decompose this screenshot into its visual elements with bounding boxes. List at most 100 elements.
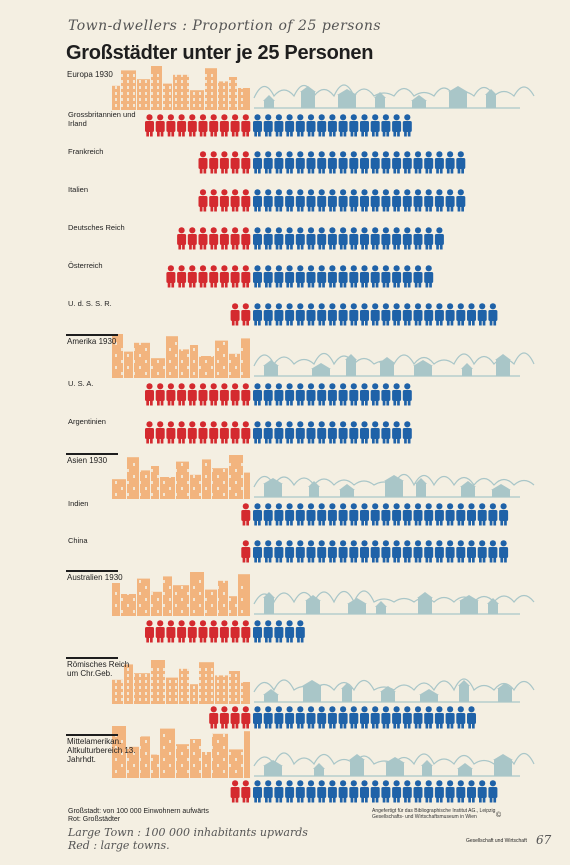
rural-person-icon [424, 227, 434, 250]
rural-person-icon [434, 151, 444, 174]
rural-person-icon [381, 227, 391, 250]
rural-person-icon [424, 780, 434, 803]
urban-person-icon [241, 540, 251, 563]
section-title: Römisches Reich um Chr.Geb. [67, 660, 130, 678]
pictograph-row [177, 227, 444, 250]
rural-person-icon [295, 421, 305, 444]
rural-person-icon [317, 540, 327, 563]
urban-person-icon [198, 421, 208, 444]
rural-person-icon [413, 265, 423, 288]
rural-person-icon [295, 189, 305, 212]
rural-person-icon [317, 227, 327, 250]
rural-person-icon [360, 383, 369, 406]
rural-person-icon [263, 303, 273, 326]
city-illustration [112, 572, 250, 616]
rural-person-icon [402, 540, 412, 563]
urban-person-icon [209, 189, 219, 212]
rural-person-icon [424, 706, 434, 729]
rural-person-icon [445, 189, 455, 212]
rural-person-icon [349, 706, 359, 729]
rural-person-icon [370, 303, 380, 326]
rural-person-icon [392, 503, 402, 526]
urban-person-icon [198, 227, 208, 250]
rural-person-icon [306, 227, 316, 250]
rural-person-icon [370, 151, 380, 174]
rural-person-icon [467, 503, 476, 526]
rural-person-icon [317, 114, 327, 137]
urban-person-icon [230, 620, 240, 643]
rural-person-icon [477, 780, 487, 803]
rural-person-icon [370, 265, 380, 288]
row-label: Indien [68, 499, 89, 508]
rural-person-icon [306, 780, 316, 803]
rural-person-icon [349, 227, 359, 250]
rural-person-icon [392, 540, 402, 563]
urban-person-icon [241, 383, 251, 406]
urban-person-icon [155, 620, 165, 643]
rural-person-icon [285, 421, 295, 444]
rural-person-icon [338, 114, 348, 137]
urban-person-icon [177, 421, 187, 444]
rural-person-icon [456, 303, 466, 326]
rural-person-icon [306, 421, 316, 444]
rural-person-icon [253, 151, 262, 174]
rural-person-icon [434, 706, 444, 729]
countryside-illustration [253, 84, 535, 109]
urban-person-icon [187, 421, 197, 444]
rural-person-icon [381, 303, 391, 326]
footer-note-definition: Großstadt: von 100 000 Einwohnern aufwär… [68, 808, 209, 815]
rural-person-icon [402, 227, 412, 250]
rural-person-icon [285, 303, 295, 326]
rural-person-icon [392, 189, 402, 212]
rural-person-icon [263, 265, 273, 288]
rural-person-icon [456, 189, 466, 212]
rural-person-icon [413, 780, 423, 803]
urban-person-icon [241, 421, 251, 444]
rural-person-icon [445, 540, 455, 563]
rural-person-icon [360, 421, 369, 444]
rural-person-icon [263, 227, 273, 250]
rural-person-icon [381, 706, 391, 729]
urban-person-icon [209, 620, 219, 643]
pictograph-row [166, 265, 434, 288]
rural-person-icon [424, 303, 434, 326]
rural-person-icon [338, 151, 348, 174]
rural-person-icon [274, 620, 284, 643]
rural-person-icon [306, 265, 316, 288]
urban-person-icon [230, 189, 240, 212]
rural-person-icon [349, 540, 359, 563]
rural-person-icon [477, 540, 487, 563]
rural-person-icon [253, 265, 262, 288]
rural-person-icon [413, 706, 423, 729]
urban-person-icon [241, 265, 251, 288]
rural-person-icon [274, 503, 284, 526]
rural-person-icon [327, 303, 337, 326]
urban-person-icon [198, 151, 208, 174]
rural-person-icon [349, 383, 359, 406]
pictograph-row [209, 706, 476, 729]
urban-person-icon [145, 620, 154, 643]
rural-person-icon [370, 421, 380, 444]
pictograph-row [198, 189, 466, 212]
rural-person-icon [338, 540, 348, 563]
rural-person-icon [402, 265, 412, 288]
rural-person-icon [285, 503, 295, 526]
rural-person-icon [295, 114, 305, 137]
urban-person-icon [177, 114, 187, 137]
rural-person-icon [424, 540, 434, 563]
urban-person-icon [230, 227, 240, 250]
rural-person-icon [295, 383, 305, 406]
urban-person-icon [187, 383, 197, 406]
rural-person-icon [392, 383, 402, 406]
pictograph-row [241, 540, 509, 563]
handwritten-title: Town-dwellers : Proportion of 25 persons [68, 18, 382, 34]
rural-person-icon [413, 227, 423, 250]
rural-person-icon [360, 265, 369, 288]
city-illustration [112, 66, 250, 110]
rural-person-icon [392, 303, 402, 326]
rural-person-icon [274, 421, 284, 444]
rural-person-icon [402, 706, 412, 729]
rural-person-icon [467, 706, 476, 729]
rural-person-icon [274, 540, 284, 563]
rural-person-icon [456, 151, 466, 174]
